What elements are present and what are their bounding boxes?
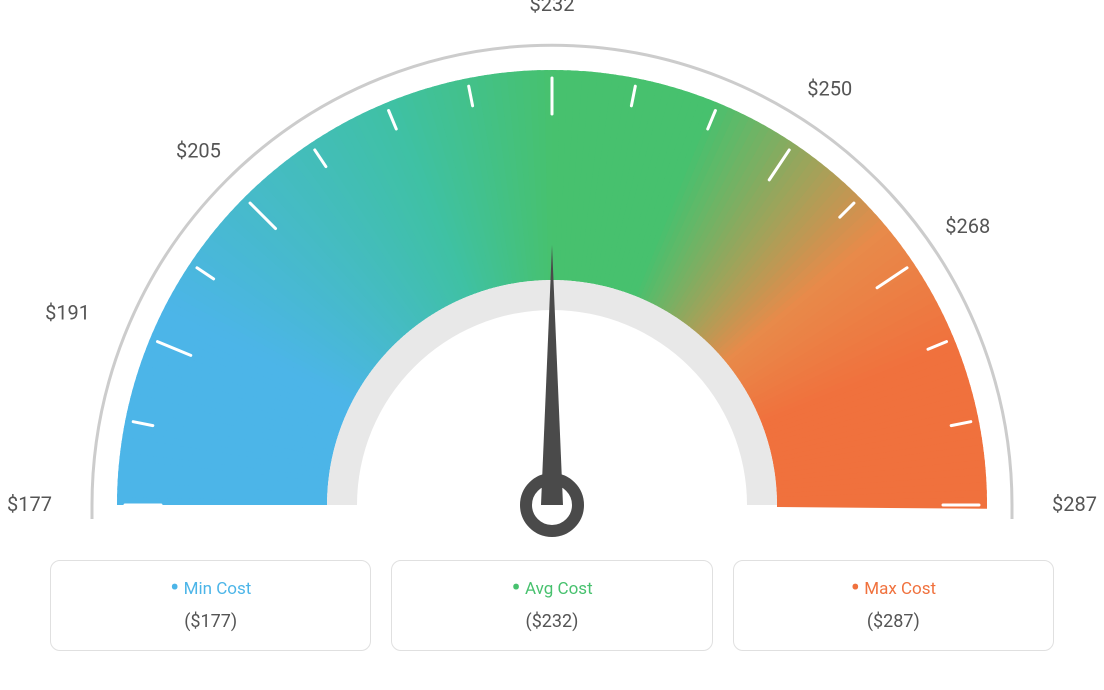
legend-min-label: Min Cost [184,579,252,599]
legend-min-dot: • [170,571,179,604]
legend-max-dot: • [851,571,860,604]
gauge-tick-label: $287 [1052,492,1097,516]
gauge-tick-label: $250 [807,76,852,100]
gauge-chart: $177 $191 $205 $232 $250 $268 $287 [0,0,1104,560]
legend-min: • Min Cost ($177) [50,560,371,651]
legend-avg-value: ($232) [412,611,691,632]
gauge-tick-label: $232 [530,0,575,16]
legend-avg: • Avg Cost ($232) [391,560,712,651]
legend-avg-label: Avg Cost [525,579,593,599]
legend-max-label: Max Cost [864,579,936,599]
legend-max-title: • Max Cost [754,579,1033,599]
legend-max-value: ($287) [754,611,1033,632]
legend-avg-dot: • [511,571,520,604]
gauge-tick-label: $191 [45,301,90,325]
legend-avg-title: • Avg Cost [412,579,691,599]
gauge-tick-label: $268 [945,214,990,238]
gauge-tick-label: $205 [176,138,221,162]
legend-max: • Max Cost ($287) [733,560,1054,651]
legend-row: • Min Cost ($177) • Avg Cost ($232) • Ma… [0,560,1104,681]
legend-min-value: ($177) [71,611,350,632]
gauge-tick-label: $177 [7,492,52,516]
legend-min-title: • Min Cost [71,579,350,599]
gauge-svg: $177 $191 $205 $232 $250 $268 $287 [0,0,1104,560]
